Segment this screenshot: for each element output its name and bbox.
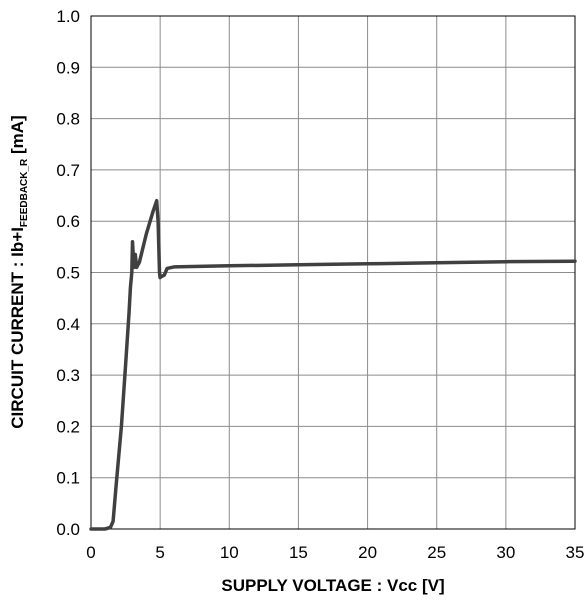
y-axis-title: CIRCUIT CURRENT : Ib+IFEEDBACK_R [mA] bbox=[8, 115, 30, 428]
series-line bbox=[89, 198, 577, 531]
y-axis-title-unit: [mA] bbox=[8, 115, 27, 158]
y-axis-ticks: 0.0 0.1 0.2 0.3 0.4 0.5 0.6 0.7 0.8 0.9 1.0 bbox=[56, 7, 80, 539]
y-tick-label: 0.8 bbox=[56, 110, 80, 129]
y-axis-title-main: CIRCUIT CURRENT : Ib+I bbox=[8, 227, 27, 429]
y-axis-title-subscript: FEEDBACK_R bbox=[19, 158, 30, 227]
x-axis-ticks: 0 5 10 15 20 25 30 35 bbox=[86, 543, 584, 562]
y-tick-label: 0.7 bbox=[56, 161, 80, 180]
y-tick-label: 0.0 bbox=[56, 520, 80, 539]
x-tick-label: 10 bbox=[220, 543, 239, 562]
x-tick-label: 20 bbox=[358, 543, 377, 562]
x-tick-label: 30 bbox=[496, 543, 515, 562]
x-tick-label: 25 bbox=[427, 543, 446, 562]
series-layer bbox=[89, 198, 577, 531]
x-tick-label: 35 bbox=[566, 543, 585, 562]
y-tick-label: 0.5 bbox=[56, 264, 80, 283]
y-tick-label: 0.4 bbox=[56, 315, 80, 334]
x-axis-title: SUPPLY VOLTAGE : Vcc [V] bbox=[221, 576, 444, 595]
y-tick-label: 0.6 bbox=[56, 212, 80, 231]
x-tick-label: 0 bbox=[86, 543, 95, 562]
y-tick-label: 1.0 bbox=[56, 7, 80, 26]
x-tick-label: 15 bbox=[289, 543, 308, 562]
y-tick-label: 0.3 bbox=[56, 366, 80, 385]
y-tick-label: 0.9 bbox=[56, 58, 80, 77]
plot-area-frame bbox=[90, 15, 576, 530]
y-tick-label: 0.2 bbox=[56, 417, 80, 436]
y-tick-label: 0.1 bbox=[56, 469, 80, 488]
x-tick-label: 5 bbox=[155, 543, 164, 562]
